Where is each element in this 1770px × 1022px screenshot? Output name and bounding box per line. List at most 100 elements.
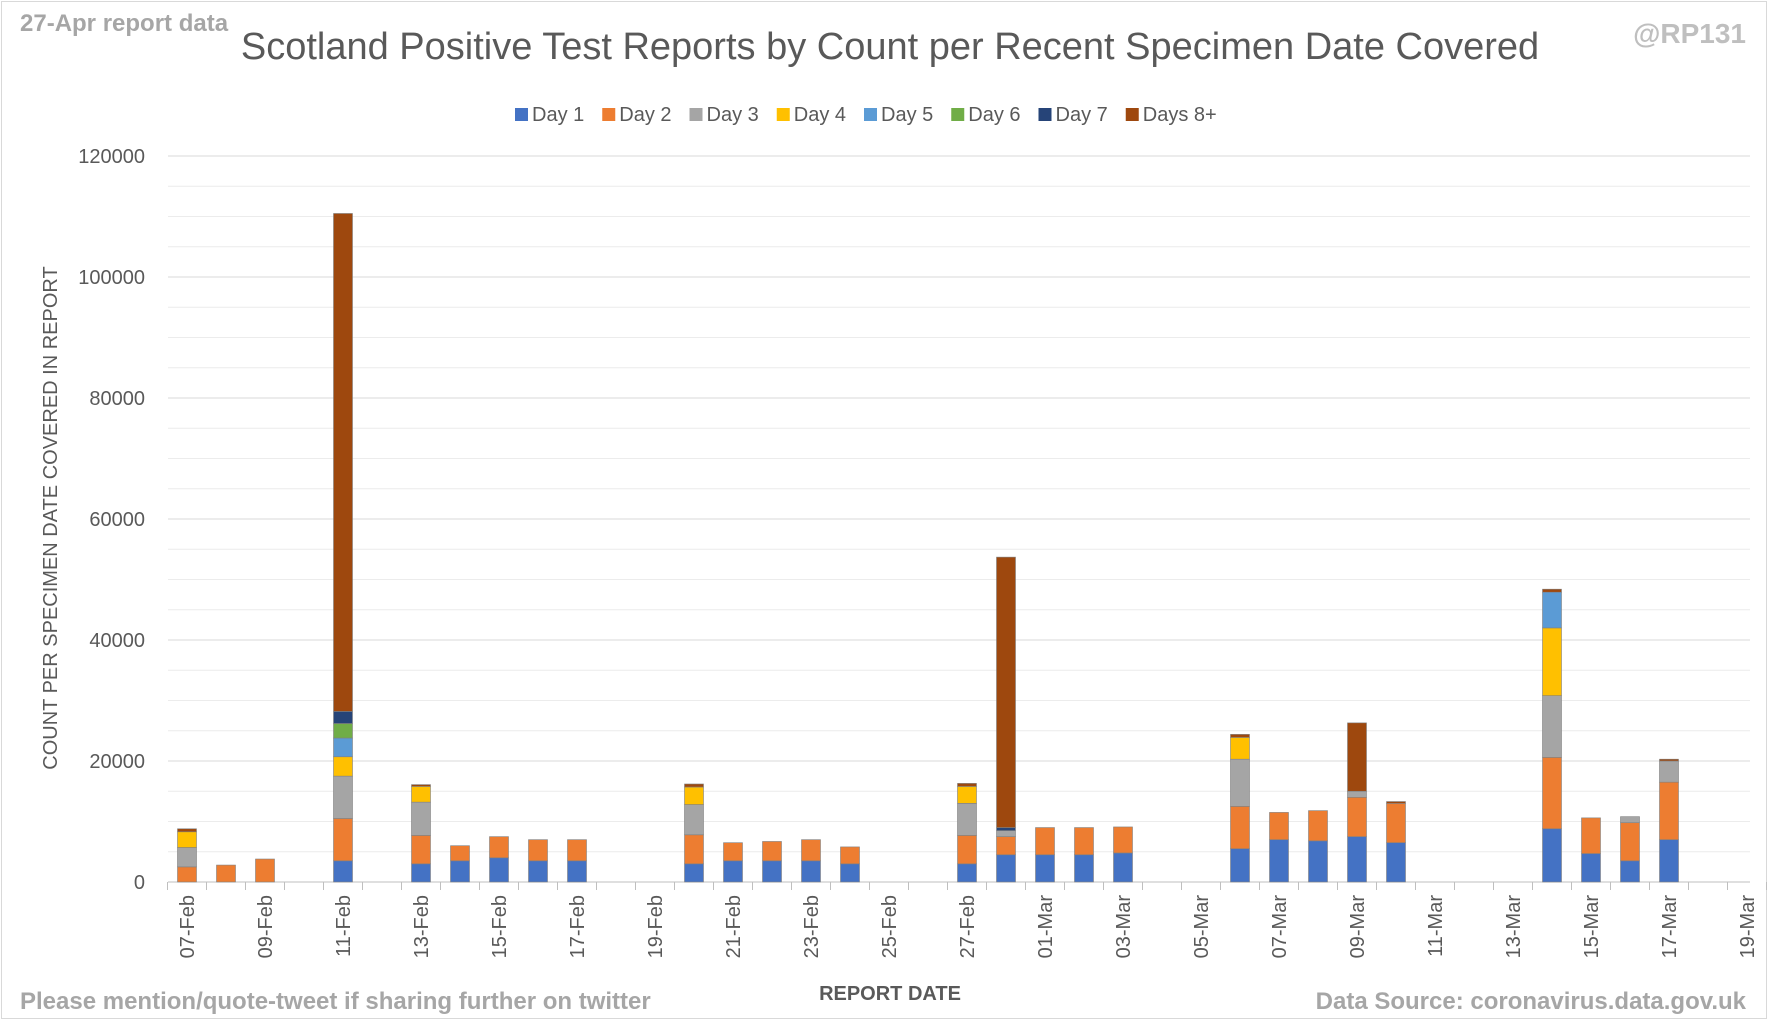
legend-swatch [515,108,528,121]
x-tick-label: 05-Mar [1191,895,1213,959]
bar-segment-day-2 [1386,803,1406,843]
bar-segment-day-1 [1542,828,1562,883]
legend-label: Day 2 [619,104,671,126]
bar-segment-days-8 [333,213,353,712]
x-tick-label: 13-Feb [411,895,433,958]
bar-segment-day-2 [1074,827,1094,856]
bar-segment-day-3 [1542,695,1562,758]
bar-segment-day-2 [1308,810,1328,842]
bar-segment-day-2 [1659,781,1679,840]
legend-swatch [689,108,703,121]
bar-segment-day-4 [684,786,704,805]
x-tick-label: 19-Mar [1737,895,1759,959]
y-axis-title: COUNT PER SPECIMEN DATE COVERED IN REPOR… [40,266,62,769]
bar-segment-day-1 [762,860,782,883]
x-tick-label: 15-Mar [1581,895,1603,959]
bar-segment-day-1 [840,863,860,883]
bar-segment-day-1 [1659,839,1679,883]
bar-segment-day-4 [1230,737,1250,760]
bar-segment-day-2 [801,839,821,862]
bar-segment-day-1 [801,860,821,883]
data-source-note: Data Source: coronavirus.data.gov.uk [1315,988,1746,1015]
bar-segment-days-8 [684,783,704,788]
bar-segment-day-3 [1659,760,1679,783]
bar-segment-day-3 [957,803,977,836]
bar-segment-day-1 [1230,848,1250,883]
bar-segment-day-4 [411,786,431,803]
bar-segment-days-8 [1230,734,1250,738]
bar-segment-day-1 [1113,852,1133,883]
x-axis-ticks: 07-Feb 09-Feb 11-Feb 13-Feb 15-Feb 17-Feb 19-F… [167,882,1767,959]
bar-segment-day-1 [1620,860,1640,883]
x-tick-label: 17-Mar [1659,895,1681,959]
bar-segment-day-3 [996,830,1016,837]
bar-segment-day-7 [333,711,353,724]
bar-segment-day-1 [450,860,470,883]
bar-segment-day-6 [333,723,353,739]
y-tick-label: 40000 [89,630,145,652]
bar-segment-day-5 [1542,591,1562,629]
share-note: Please mention/quote-tweet if sharing fu… [20,988,651,1015]
legend-label: Day 3 [707,104,759,126]
bar-segment-day-2 [1542,757,1562,830]
bar-segment-day-3 [177,847,197,868]
bar-segment-days-8 [996,556,1016,828]
bar-segment-day-2 [216,864,236,883]
bar-segment-day-3 [333,775,353,819]
bar-segment-day-3 [684,804,704,836]
legend-swatch [1125,108,1139,121]
bar-segment-day-2 [333,818,353,862]
bar-segment-day-4 [957,786,977,804]
y-tick-label: 60000 [89,509,145,531]
bar-segment-day-2 [1347,796,1367,837]
x-tick-label: 09-Feb [255,895,277,958]
bar-segment-day-2 [450,845,470,862]
legend-swatch [951,108,965,121]
x-tick-label: 23-Feb [801,895,823,958]
x-tick-label: 09-Mar [1347,895,1369,959]
bar-segment-day-2 [684,834,704,865]
y-axis-ticks: 0 20000 40000 60000 80000 100000 120000 [78,146,145,894]
x-tick-label: 07-Mar [1269,895,1291,959]
y-tick-label: 0 [134,872,145,894]
bar-segment-day-1 [528,860,548,883]
bar-segment-day-2 [255,858,275,883]
legend-label: Day 7 [1056,104,1108,126]
bar-segment-day-2 [723,842,743,862]
bar-segment-day-1 [1035,854,1055,883]
x-tick-label: 17-Feb [567,895,589,958]
bar-segment-day-3 [1620,816,1640,824]
x-tick-label: 19-Feb [645,895,667,958]
y-tick-label: 100000 [78,267,145,289]
x-tick-label: 13-Mar [1503,895,1525,959]
bar-segment-day-4 [177,831,197,848]
x-tick-label: 03-Mar [1113,895,1135,959]
bar-segment-day-1 [723,860,743,883]
x-tick-label: 27-Feb [957,895,979,958]
bar-segment-day-2 [177,866,197,883]
bar-segment-day-5 [333,737,353,758]
x-tick-label: 07-Feb [177,895,199,958]
x-axis-title: REPORT DATE [819,983,961,1005]
x-tick-label: 15-Feb [489,895,511,958]
legend-swatch [864,108,877,121]
bar-segment-day-2 [528,839,548,862]
legend-swatch [602,108,616,121]
bar-segment-days-8 [957,783,977,787]
bar-segment-day-2 [1035,827,1055,856]
legend-swatch [776,108,790,121]
legend-label: Day 4 [794,104,846,126]
bar-segment-day-2 [1581,817,1601,854]
bar-segment-days-8 [177,828,197,833]
y-tick-label: 20000 [89,751,145,773]
y-tick-label: 120000 [78,146,145,168]
report-date-note: 27-Apr report data [20,10,229,37]
bar-segment-day-2 [996,836,1016,856]
bar-segment-days-8 [1659,758,1679,762]
legend-label: Day 1 [532,104,584,126]
bar-segment-day-1 [1581,853,1601,883]
legend: Day 1 Day 2 Day 3 Day 4 Day 5 Day 6 Day 7 Days … [515,104,1217,126]
bar-segment-day-2 [840,846,860,865]
